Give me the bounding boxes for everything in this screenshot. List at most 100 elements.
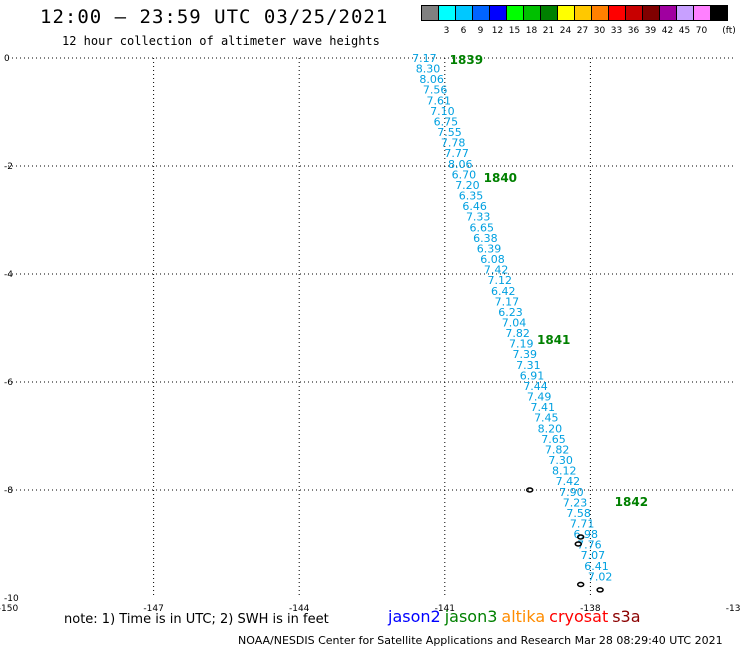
- color-scale-legend: 3 6 9 12 15 18 21 24 27 30 33 36 39 42 45 70 (ft): [421, 5, 736, 45]
- scale-label: 45: [678, 26, 691, 36]
- island: [576, 534, 585, 540]
- lon-tick-label: -144: [289, 604, 310, 614]
- lon-tick-label: -138: [580, 604, 601, 614]
- scale-label: 21: [542, 26, 555, 36]
- wave-height-label: 7.20: [455, 179, 480, 192]
- satellite-cryosat: cryosat: [549, 607, 609, 626]
- wave-height-label: 7.12: [487, 274, 512, 287]
- pass-time-label: 1842: [615, 495, 648, 509]
- scale-swatch: [710, 5, 728, 21]
- wave-height-label: 7.23: [563, 496, 588, 509]
- wave-height-label: 8.12: [552, 465, 577, 478]
- wave-height-label: 6.23: [498, 306, 523, 319]
- note-text: note: 1) Time is in UTC; 2) SWH is in fe…: [64, 612, 329, 627]
- wave-height-label: 7.58: [566, 507, 591, 520]
- wave-height-label: 7.19: [509, 338, 534, 351]
- island: [576, 581, 585, 588]
- lon-tick-label: -147: [143, 604, 163, 614]
- scale-label: 9: [477, 26, 484, 36]
- wave-height-label: 6.65: [470, 221, 495, 234]
- lat-tick-label: -6: [4, 378, 13, 388]
- scale-label: 24: [559, 26, 572, 36]
- scale-unit: (ft): [722, 26, 736, 36]
- lon-tick-label: -141: [435, 604, 455, 614]
- wave-height-label: 7.45: [534, 412, 559, 425]
- scale-label: 39: [644, 26, 657, 36]
- lon-tick-label: -150: [0, 604, 18, 614]
- lat-tick-label: -8: [4, 486, 13, 496]
- wave-height-label: 7.78: [441, 137, 466, 150]
- satellite-s3a: s3a: [612, 607, 641, 626]
- wave-height-label: 8.20: [538, 422, 563, 435]
- wave-height-label: 7.82: [505, 327, 530, 340]
- island: [574, 541, 583, 547]
- wave-height-label: 7.33: [466, 211, 491, 224]
- wave-height-label: 6.70: [452, 168, 477, 181]
- wave-height-label: 6.38: [473, 232, 498, 245]
- wave-height-label: 6.42: [491, 285, 516, 298]
- satellite-jason2: jason2: [388, 607, 441, 626]
- scale-label: 33: [610, 26, 623, 36]
- wave-height-label: 7.39: [513, 348, 538, 361]
- wave-height-label: 7.04: [502, 316, 527, 329]
- scale-label: 6: [460, 26, 467, 36]
- wave-height-label: 7.55: [437, 126, 462, 139]
- pass-time-label: 1840: [484, 171, 517, 185]
- wave-height-label: 6.98: [574, 528, 599, 541]
- wave-height-label: 7.07: [581, 549, 606, 562]
- wave-height-label: 7.49: [527, 391, 552, 404]
- lat-tick-label: -10: [4, 594, 19, 604]
- wave-height-label: 8.06: [419, 73, 444, 86]
- wave-height-label: 7.65: [541, 433, 566, 446]
- wave-height-label: 7.42: [556, 475, 581, 488]
- pass-time-label: 1841: [537, 333, 570, 347]
- lat-tick-label: 0: [4, 54, 10, 64]
- island: [596, 587, 604, 593]
- satellite-altika: altika: [501, 607, 546, 626]
- wave-height-label: 8.06: [448, 158, 473, 171]
- lon-tick-label: -135: [726, 604, 740, 614]
- scale-label: 12: [491, 26, 504, 36]
- scale-label: 70: [695, 26, 708, 36]
- wave-height-label: 6.39: [477, 242, 502, 255]
- map-title: 12:00 – 23:59 UTC 03/25/2021: [40, 6, 389, 28]
- wave-height-label: 6.91: [520, 369, 545, 382]
- lat-tick-label: -4: [4, 270, 13, 280]
- wave-height-label: 7.76: [577, 539, 602, 552]
- wave-height-label: 6.35: [459, 190, 484, 203]
- scale-label: 27: [576, 26, 589, 36]
- wave-height-label: 7.77: [444, 147, 469, 160]
- wave-height-label: 6.46: [462, 200, 487, 213]
- wave-height-label: 7.17: [412, 52, 437, 65]
- scale-label: 3: [443, 26, 450, 36]
- wave-height-label: 6.08: [480, 253, 505, 266]
- wave-height-label: 7.02: [588, 570, 613, 583]
- scale-label: 15: [508, 26, 521, 36]
- wave-height-label: 7.71: [570, 518, 595, 531]
- wave-height-label: 6.41: [584, 560, 609, 573]
- satellite-jason3: jason3: [444, 607, 498, 626]
- footer-credit: NOAA/NESDIS Center for Satellite Applica…: [238, 634, 723, 647]
- wave-height-label: 7.61: [427, 94, 452, 107]
- wave-height-label: 7.42: [484, 264, 509, 277]
- wave-height-label: 7.10: [430, 105, 455, 118]
- scale-label: 42: [661, 26, 674, 36]
- wave-height-label: 7.41: [530, 401, 555, 414]
- scale-label: 30: [593, 26, 606, 36]
- scale-label: 18: [525, 26, 538, 36]
- wave-height-label: 7.82: [545, 443, 570, 456]
- wave-height-label: 7.31: [516, 359, 541, 372]
- satellite-legend: jason2 jason3 altika cryosat s3a: [388, 607, 645, 626]
- pass-time-label: 1839: [450, 53, 483, 67]
- wave-height-label: 7.44: [523, 380, 548, 393]
- wave-height-label: 7.17: [495, 295, 520, 308]
- wave-height-label: 7.90: [559, 486, 584, 499]
- wave-height-label: 6.75: [434, 115, 459, 128]
- wave-height-label: 7.30: [548, 454, 573, 467]
- wave-height-label: 8.30: [416, 63, 441, 76]
- island: [525, 487, 534, 493]
- lat-tick-label: -2: [4, 162, 13, 172]
- wave-height-label: 7.56: [423, 84, 448, 97]
- map-subtitle: 12 hour collection of altimeter wave hei…: [62, 34, 380, 48]
